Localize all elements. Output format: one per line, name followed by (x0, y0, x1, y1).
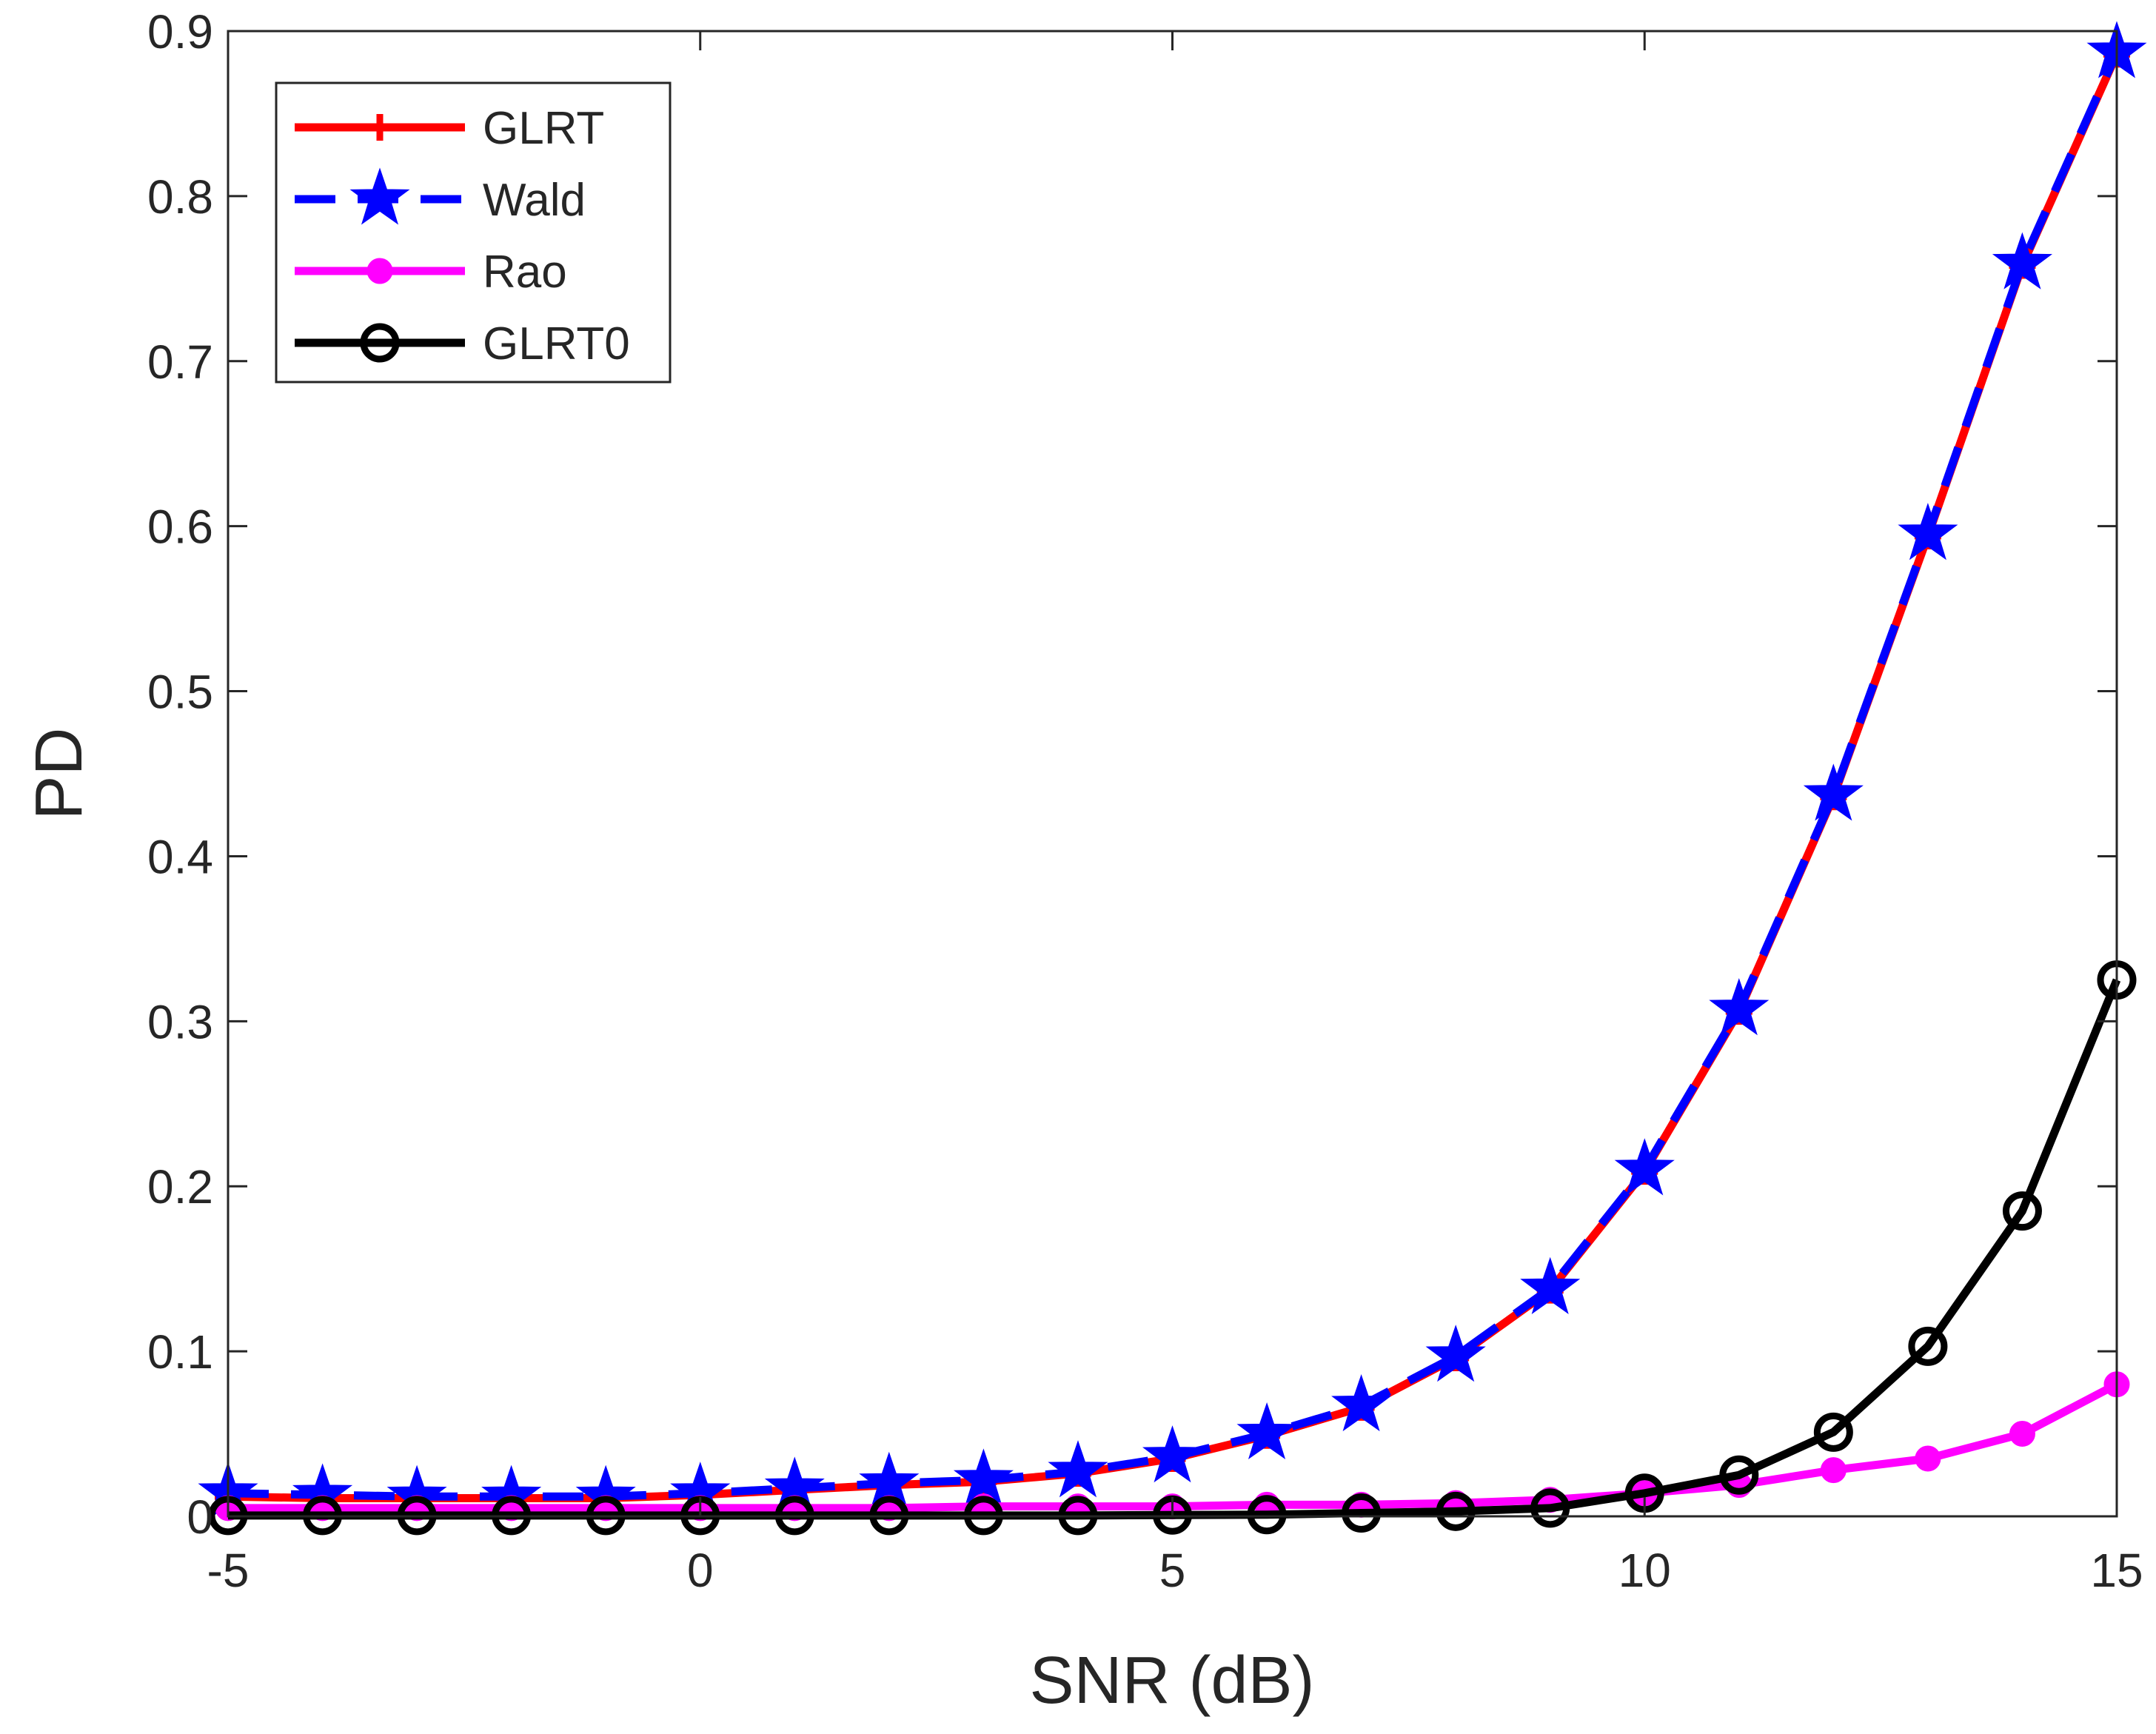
point-wald-17 (1803, 763, 1864, 821)
legend-label-glrt0: GLRT0 (483, 318, 630, 369)
legend-entry-wald: Wald (295, 167, 586, 226)
point-wald-19 (1992, 232, 2053, 289)
point-wald-14 (1520, 1256, 1581, 1314)
point-wald-9 (1048, 1440, 1108, 1498)
y-axis-label: PD (22, 727, 96, 820)
y-tick-label-6: 0.6 (147, 501, 213, 554)
point-wald-7 (859, 1451, 920, 1509)
x-tick-label-1: 0 (687, 1544, 714, 1597)
x-tick-label-2: 5 (1159, 1544, 1186, 1597)
y-tick-label-9: 0.9 (147, 5, 213, 58)
y-tick-label-1: 0.1 (147, 1325, 213, 1379)
y-tick-label-3: 0.3 (147, 995, 213, 1048)
point-glrt0-11 (1247, 1495, 1287, 1535)
point-wald-12 (1331, 1374, 1392, 1432)
y-tick-label-5: 0.5 (147, 666, 213, 719)
x-tick-label-0: -5 (207, 1544, 250, 1597)
legend-label-wald: Wald (483, 175, 586, 226)
legend-box (275, 81, 672, 384)
y-tick-label-0: 0 (187, 1490, 213, 1544)
point-rao-18 (1915, 1445, 1941, 1472)
x-axis-label: SNR (dB) (1029, 1644, 1314, 1718)
legend: GLRT Wald Rao GLRT0 (275, 81, 672, 384)
point-glrt0-14 (1530, 1488, 1570, 1528)
y-tick-label-7: 0.7 (147, 335, 213, 389)
point-wald-13 (1425, 1325, 1486, 1382)
point-glrt0-12 (1342, 1493, 1382, 1533)
point-rao-19 (2009, 1421, 2035, 1447)
y-tick-label-4: 0.4 (147, 830, 213, 883)
point-glrt0-19 (2002, 1191, 2042, 1231)
point-glrt0-18 (1908, 1326, 1948, 1366)
point-wald-8 (953, 1448, 1014, 1506)
point-rao-17 (1820, 1457, 1847, 1484)
point-wald-18 (1898, 503, 1958, 560)
point-wald-11 (1236, 1402, 1297, 1460)
x-tick-label-4: 15 (2090, 1544, 2143, 1597)
legend-swatch-marker-wald (349, 167, 410, 225)
legend-swatch-marker-glrt0 (360, 323, 400, 363)
legend-swatch-marker-glrt (366, 114, 393, 141)
y-tick-label-2: 0.2 (147, 1160, 213, 1214)
legend-entry-glrt0: GLRT0 (295, 318, 630, 369)
point-glrt0-13 (1436, 1491, 1476, 1531)
point-glrt0-17 (1813, 1412, 1853, 1452)
legend-swatch-marker-rao (366, 258, 393, 284)
legend-label-glrt: GLRT (483, 103, 604, 154)
point-wald-15 (1614, 1138, 1675, 1196)
point-glrt0-16 (1719, 1455, 1759, 1495)
point-wald-10 (1142, 1425, 1203, 1483)
point-wald-16 (1709, 978, 1770, 1036)
legend-label-rao: Rao (483, 247, 567, 298)
legend-entry-glrt: GLRT (295, 103, 604, 154)
y-tick-label-8: 0.8 (147, 170, 213, 224)
x-tick-label-3: 10 (1618, 1544, 1671, 1597)
legend-entry-rao: Rao (295, 247, 567, 298)
